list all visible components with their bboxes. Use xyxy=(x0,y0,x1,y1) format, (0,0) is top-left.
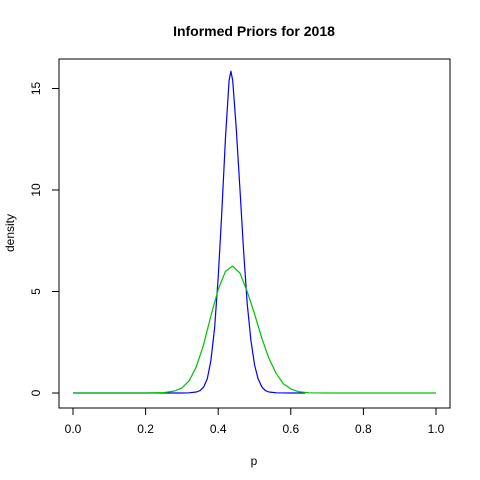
x-axis-label: p xyxy=(251,454,258,468)
series-line-2 xyxy=(73,265,436,394)
x-tick-label: 0.8 xyxy=(355,422,372,436)
y-axis-label: density xyxy=(3,214,17,252)
y-axis: 0 5 10 15 xyxy=(29,82,60,396)
x-axis: 0.0 0.2 0.4 0.6 0.8 1.0 xyxy=(65,407,445,436)
series-layer xyxy=(73,70,436,394)
x-tick-label: 0.0 xyxy=(65,422,82,436)
x-tick-label: 0.4 xyxy=(210,422,227,436)
y-tick-label: 10 xyxy=(29,183,43,197)
x-tick-label: 0.2 xyxy=(137,422,154,436)
x-tick-label: 1.0 xyxy=(428,422,445,436)
y-tick-label: 5 xyxy=(29,288,43,295)
series-line-1 xyxy=(73,70,306,394)
y-tick-label: 0 xyxy=(29,389,43,396)
y-tick-label: 15 xyxy=(29,82,43,96)
chart-title: Informed Priors for 2018 xyxy=(173,23,335,39)
x-tick-label: 0.6 xyxy=(282,422,299,436)
